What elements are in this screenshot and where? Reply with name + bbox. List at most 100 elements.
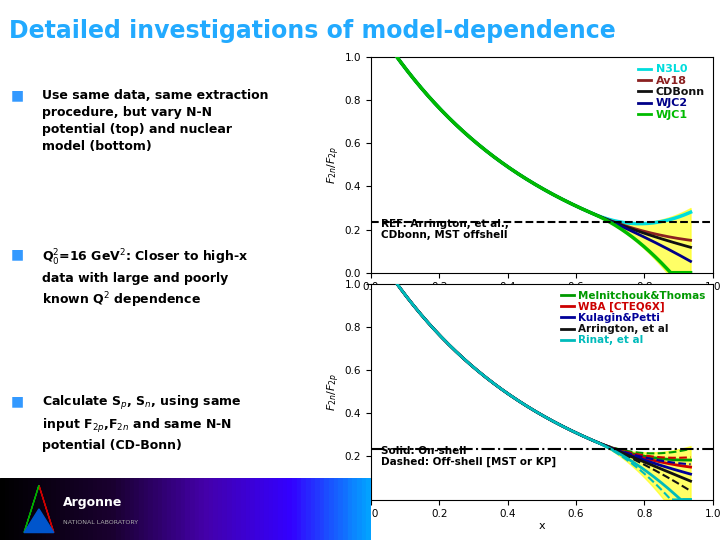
Bar [278, 478, 283, 540]
Bar [176, 478, 181, 540]
Bar [181, 478, 186, 540]
Bar [32, 478, 37, 540]
Bar [139, 478, 144, 540]
Bar [283, 478, 287, 540]
Bar [171, 478, 176, 540]
Bar [218, 478, 222, 540]
X-axis label: x: x [539, 521, 545, 531]
Bar [264, 478, 269, 540]
Text: ■: ■ [11, 248, 24, 262]
Bar [153, 478, 158, 540]
Bar [19, 478, 23, 540]
Text: NATIONAL LABORATORY: NATIONAL LABORATORY [63, 520, 138, 525]
Bar [320, 478, 325, 540]
Text: Calculate S$_p$, S$_n$, using same
input F$_{2p}$,F$_{2n}$ and same N-N
potentia: Calculate S$_p$, S$_n$, using same input… [42, 394, 242, 452]
Bar [111, 478, 116, 540]
Bar [213, 478, 218, 540]
Text: Argonne: Argonne [63, 496, 122, 509]
Bar [190, 478, 194, 540]
Bar [325, 478, 329, 540]
Bar [260, 478, 264, 540]
Bar [352, 478, 357, 540]
Bar [334, 478, 338, 540]
Bar [93, 478, 97, 540]
Bar [9, 478, 14, 540]
Bar [125, 478, 130, 540]
Bar [343, 478, 348, 540]
Bar [84, 478, 88, 540]
Bar [116, 478, 120, 540]
Bar [162, 478, 167, 540]
Bar [357, 478, 361, 540]
Bar [107, 478, 111, 540]
Bar [306, 478, 310, 540]
Polygon shape [24, 485, 39, 532]
Bar [78, 478, 84, 540]
Y-axis label: $F_{2n}/F_{2p}$: $F_{2n}/F_{2p}$ [325, 146, 342, 184]
Bar [194, 478, 199, 540]
Y-axis label: $F_{2n}/F_{2p}$: $F_{2n}/F_{2p}$ [325, 373, 342, 410]
Bar [60, 478, 65, 540]
Bar [130, 478, 135, 540]
Bar [255, 478, 260, 540]
Polygon shape [24, 509, 54, 532]
Bar [301, 478, 306, 540]
Bar [251, 478, 255, 540]
Bar [88, 478, 93, 540]
Legend: Melnitchouk&Thomas, WBA [CTEQ6X], Kulagin&Petti, Arrington, et al, Rinat, et al: Melnitchouk&Thomas, WBA [CTEQ6X], Kulagi… [559, 289, 708, 347]
Bar [4, 478, 9, 540]
Bar [120, 478, 125, 540]
Bar [209, 478, 213, 540]
Bar [269, 478, 274, 540]
Bar [297, 478, 301, 540]
Bar [70, 478, 74, 540]
Bar [46, 478, 51, 540]
Bar [274, 478, 278, 540]
Bar [97, 478, 102, 540]
Bar [55, 478, 60, 540]
Bar [292, 478, 297, 540]
Bar [246, 478, 251, 540]
Bar [329, 478, 334, 540]
Text: Q$_0^2$=16 GeV$^2$: Closer to high-x
data with large and poorly
known Q$^2$ depe: Q$_0^2$=16 GeV$^2$: Closer to high-x dat… [42, 248, 248, 310]
Text: Use same data, same extraction
procedure, but vary N-N
potential (top) and nucle: Use same data, same extraction procedure… [42, 89, 269, 153]
Bar [338, 478, 343, 540]
Bar [37, 478, 42, 540]
Bar [227, 478, 232, 540]
Bar [232, 478, 236, 540]
Bar [361, 478, 366, 540]
Bar [74, 478, 78, 540]
Bar [186, 478, 190, 540]
Bar [167, 478, 171, 540]
Bar [51, 478, 55, 540]
Bar [204, 478, 209, 540]
Bar [199, 478, 204, 540]
Bar [0, 478, 4, 540]
Bar [310, 478, 315, 540]
Text: ■: ■ [11, 89, 24, 103]
Bar [65, 478, 70, 540]
Bar [315, 478, 320, 540]
Polygon shape [39, 485, 54, 532]
Bar [222, 478, 227, 540]
Bar [158, 478, 162, 540]
Bar [135, 478, 139, 540]
Bar [28, 478, 32, 540]
Bar [348, 478, 352, 540]
Bar [236, 478, 241, 540]
Bar [148, 478, 153, 540]
Text: Detailed investigations of model-dependence: Detailed investigations of model-depende… [9, 19, 616, 43]
Bar [42, 478, 46, 540]
Text: ■: ■ [11, 394, 24, 408]
Bar [366, 478, 371, 540]
Bar [241, 478, 246, 540]
Bar [102, 478, 107, 540]
Bar [144, 478, 148, 540]
Text: Solid: On-shell
Dashed: Off-shell [MST or KP]: Solid: On-shell Dashed: Off-shell [MST o… [381, 446, 556, 467]
Bar [23, 478, 28, 540]
X-axis label: x: x [539, 294, 545, 304]
Legend: N3L0, Av18, CDBonn, WJC2, WJC1: N3L0, Av18, CDBonn, WJC2, WJC1 [636, 62, 707, 122]
Bar [14, 478, 19, 540]
Text: REF: Arrington, et al.,
CDbonn, MST offshell: REF: Arrington, et al., CDbonn, MST offs… [381, 219, 509, 240]
Bar [287, 478, 292, 540]
